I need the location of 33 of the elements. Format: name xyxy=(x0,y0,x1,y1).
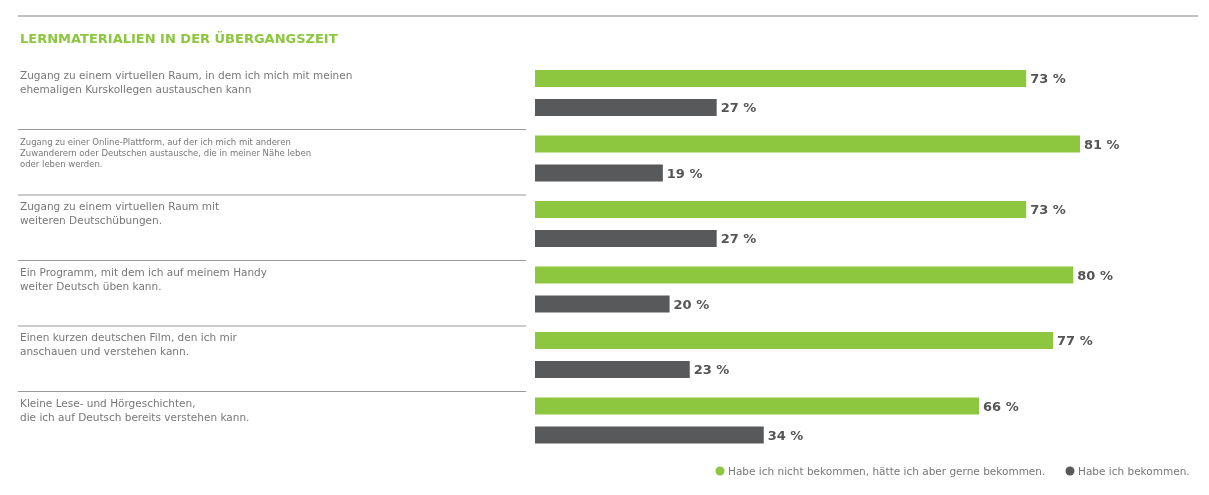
y-tick-label: Zugang zu einer Online-Plattform, auf der ich mich mit anderen Zuwanderern oder Deutschen austausche, die in meiner Nähe leben oder leben werden. xyxy=(20,136,312,169)
bar xyxy=(535,230,717,247)
data-label: 27 % xyxy=(720,100,757,116)
bar xyxy=(535,201,1027,218)
bar xyxy=(535,397,980,415)
data-label: 73 % xyxy=(1030,71,1066,87)
y-tick-label: Einen kurzen deutschen Film, den ich mir anschauen und verstehen kann. xyxy=(20,331,238,357)
data-label: 23 % xyxy=(693,362,730,378)
data-label: 80 % xyxy=(1077,267,1113,283)
bar xyxy=(535,135,1080,153)
data-label: 66 % xyxy=(983,398,1019,414)
legend-label: Habe ich bekommen. xyxy=(1078,464,1190,477)
legend-label: Habe ich nicht bekommen, hätte ich aber gerne bekommen. xyxy=(728,464,1046,477)
data-label: 77 % xyxy=(1057,333,1093,349)
data-label: 19 % xyxy=(666,165,703,181)
data-label: 27 % xyxy=(720,231,757,247)
text: LERNMATERIALIEN IN DER ÜBERGANGSZEIT xyxy=(20,31,338,46)
y-tick-label: Zugang zu einem virtuellen Raum, in dem ich mich mit meinen ehemaligen Kurskollegen austauschen kann xyxy=(20,69,353,95)
data-label: 73 % xyxy=(1030,202,1066,218)
bar xyxy=(535,295,670,313)
bar xyxy=(535,361,690,378)
data-label: 81 % xyxy=(1084,136,1120,152)
bar xyxy=(535,426,764,444)
data-label: 20 % xyxy=(673,296,710,312)
bar xyxy=(535,332,1054,349)
bar xyxy=(535,99,717,116)
y-tick-label: Kleine Lese- und Hörgeschichten, die ich auf Deutsch bereits verstehen kann. xyxy=(20,396,250,423)
bar xyxy=(535,70,1027,87)
bar xyxy=(535,164,663,182)
data-label: 34 % xyxy=(767,427,804,443)
bar xyxy=(535,266,1074,284)
y-tick-label: Zugang zu einem virtuellen Raum mit weiteren Deutschübungen. xyxy=(20,200,220,226)
y-tick-label: Ein Programm, mit dem ich auf meinem Handy weiter Deutsch üben kann. xyxy=(20,265,267,292)
